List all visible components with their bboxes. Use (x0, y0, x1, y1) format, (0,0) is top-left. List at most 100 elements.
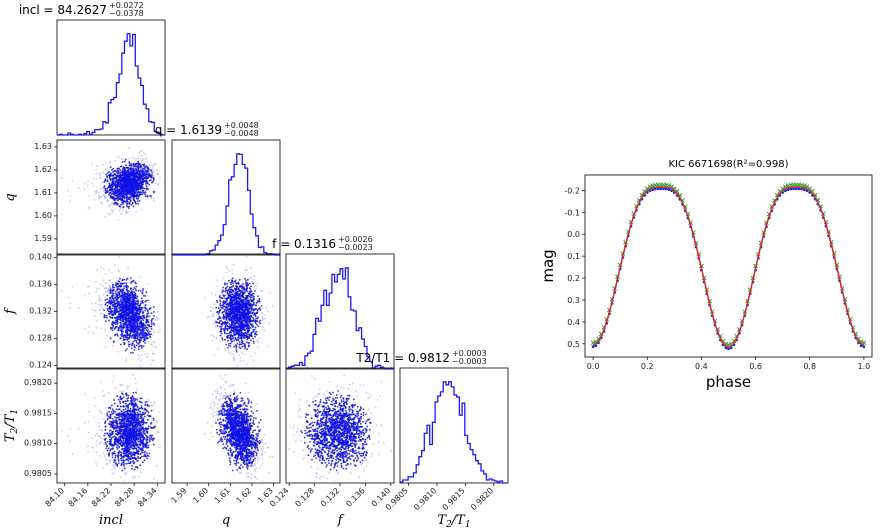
scatter-point (234, 299, 236, 302)
scatter-point (254, 320, 256, 323)
scatter-point (123, 285, 126, 288)
scatter-point (143, 316, 146, 319)
scatter-point (60, 429, 63, 432)
scatter-point (248, 277, 251, 279)
scatter-point (244, 334, 246, 337)
scatter-point (136, 322, 139, 325)
scatter-point (119, 290, 121, 293)
scatter-point (149, 336, 152, 339)
scatter-point (144, 342, 147, 344)
scatter-point (246, 348, 249, 351)
scatter-point (261, 290, 264, 292)
scatter-point (235, 317, 237, 319)
scatter-point (149, 330, 151, 333)
scatter-point (117, 405, 119, 407)
scatter-point (124, 190, 127, 193)
scatter-point (87, 325, 90, 328)
scatter-point (121, 201, 123, 204)
scatter-point (125, 181, 127, 184)
scatter-point (126, 201, 129, 203)
scatter-point (130, 180, 132, 183)
scatter-point (132, 323, 135, 326)
scatter-point (132, 302, 135, 304)
scatter-point (114, 185, 117, 188)
scatter-point (261, 304, 264, 307)
scatter-point (239, 337, 241, 340)
scatter-point (127, 192, 130, 195)
scatter-point (233, 302, 236, 304)
scatter-point (77, 306, 80, 309)
scatter-point (112, 310, 114, 312)
scatter-point (222, 286, 225, 289)
scatter-point (240, 318, 243, 321)
scatter-point (93, 199, 96, 201)
scatter-point (145, 185, 148, 188)
scatter-point (104, 296, 107, 298)
scatter-point (222, 307, 224, 309)
scatter-point (126, 296, 129, 299)
scatter-point (146, 195, 149, 198)
scatter-point (140, 181, 143, 184)
scatter-point (122, 199, 124, 201)
scatter-point (149, 169, 152, 172)
scatter-point (248, 335, 251, 337)
scatter-point (142, 165, 145, 167)
scatter-point (115, 302, 117, 305)
histogram-incl (57, 33, 165, 136)
scatter-point (117, 219, 120, 221)
scatter-point (214, 325, 217, 328)
scatter-point (212, 315, 215, 317)
scatter-point (121, 312, 124, 314)
scatter-point (233, 339, 236, 342)
scatter-point (238, 278, 241, 281)
scatter-point (251, 320, 254, 323)
scatter-point (121, 332, 123, 335)
scatter-point (117, 297, 119, 300)
scatter-point (116, 334, 119, 337)
scatter-point (136, 181, 139, 184)
scatter-point (147, 299, 149, 302)
scatter-point (223, 330, 226, 332)
scatter-point (238, 313, 241, 316)
scatter-point (144, 353, 147, 356)
scatter-point (126, 300, 128, 303)
scatter-point (109, 429, 112, 432)
scatter-point (236, 294, 239, 297)
scatter-point (212, 307, 215, 310)
scatter-point (141, 292, 144, 295)
scatter-point (126, 277, 129, 280)
scatter-point (111, 329, 114, 332)
scatter-point (219, 308, 222, 311)
scatter-point (254, 322, 257, 325)
scatter-point (241, 334, 243, 337)
scatter-point (119, 310, 122, 312)
scatter-point (102, 293, 105, 296)
scatter-point (108, 177, 111, 179)
scatter-point (229, 300, 232, 303)
scatter-point (256, 317, 259, 320)
scatter-point (256, 345, 259, 348)
scatter-point (117, 350, 119, 353)
scatter-point (148, 315, 150, 318)
scatter-point (148, 179, 151, 182)
scatter-point (138, 314, 141, 316)
scatter-point (142, 302, 144, 304)
scatter-point (142, 163, 144, 166)
scatter-point (142, 288, 145, 290)
scatter-point (111, 180, 114, 182)
scatter-point (115, 295, 118, 298)
scatter-point (228, 308, 230, 311)
scatter-point (231, 272, 234, 275)
scatter-point (238, 317, 241, 320)
scatter-point (238, 288, 240, 291)
scatter-point (144, 161, 147, 164)
scatter-point (135, 285, 138, 288)
scatter-point (139, 290, 142, 292)
y-tick-label: 1.61 (34, 188, 52, 197)
scatter-point (147, 332, 150, 335)
scatter-point (246, 296, 248, 299)
scatter-point (227, 344, 230, 347)
scatter-point (88, 431, 90, 434)
scatter-point (96, 268, 98, 271)
scatter-point (222, 277, 225, 279)
